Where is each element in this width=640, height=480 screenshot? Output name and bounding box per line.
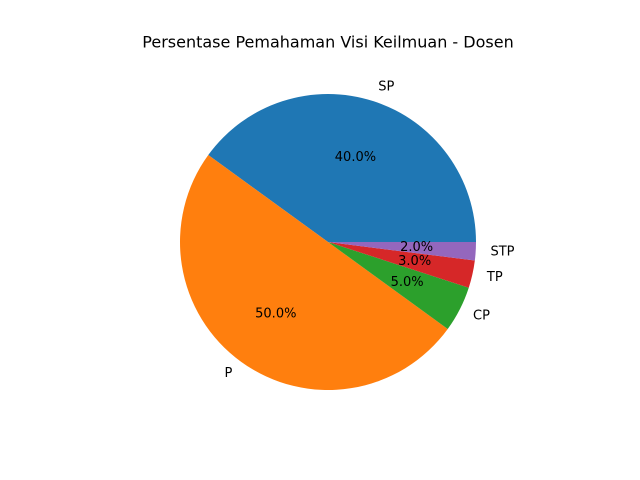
pie-slice [328, 242, 476, 261]
slice-label: SP [378, 80, 394, 95]
slice-label: P [224, 366, 232, 381]
pie-slice [180, 155, 448, 390]
pie-slice [328, 242, 469, 329]
value-label: 2.0% [400, 240, 433, 255]
chart-title: Persentase Pemahaman Visi Keilmuan - Dos… [142, 33, 513, 52]
slice-label: STP [490, 245, 514, 260]
value-label: 5.0% [391, 275, 424, 290]
value-label: 50.0% [255, 306, 296, 321]
pie-slice [208, 94, 477, 242]
slice-label: CP [473, 308, 490, 323]
value-label: 3.0% [398, 254, 431, 269]
slice-label: TP [486, 270, 503, 285]
pie-slice [328, 242, 475, 288]
value-label: 40.0% [335, 150, 376, 165]
